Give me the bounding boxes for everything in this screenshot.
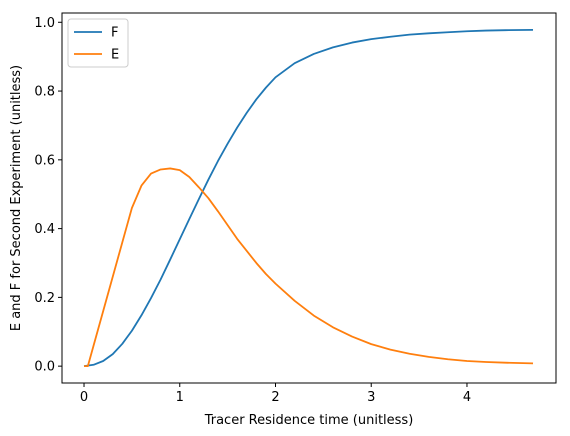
x-tick-label: 0 — [80, 390, 88, 405]
series-line-e — [84, 167, 534, 368]
x-tick-label: 4 — [463, 390, 471, 405]
y-tick-label: 0.4 — [34, 222, 55, 237]
x-axis-ticks: 0 1 2 3 4 — [80, 383, 471, 405]
y-tick-label: 0.8 — [34, 85, 55, 100]
x-tick-label: 1 — [176, 390, 184, 405]
series-layer — [83, 28, 534, 368]
legend-label-f: F — [111, 26, 118, 41]
y-tick-label: 1.0 — [34, 16, 55, 31]
y-tick-label: 0.6 — [34, 153, 55, 168]
x-axis-label: Tracer Residence time (unitless) — [204, 413, 414, 428]
x-tick-label: 2 — [271, 390, 279, 405]
x-tick-label: 3 — [367, 390, 375, 405]
y-tick-label: 0.0 — [34, 360, 55, 375]
legend-box — [67, 18, 129, 68]
y-tick-label: 0.2 — [34, 291, 55, 306]
series-line-f — [83, 28, 534, 368]
plot-area — [62, 13, 556, 383]
y-axis-label: E and F for Second Experiment (unitless) — [9, 65, 24, 331]
plot-frame — [61, 12, 557, 384]
legend: F E — [67, 18, 129, 68]
legend-label-e: E — [111, 48, 119, 63]
y-axis-ticks: 0.0 0.2 0.4 0.6 0.8 1.0 — [34, 16, 62, 375]
